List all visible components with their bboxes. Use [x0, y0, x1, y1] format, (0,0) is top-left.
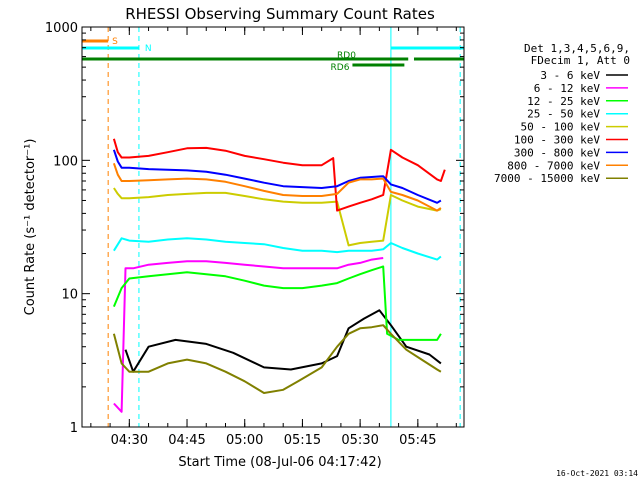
legend: Det 1,3,4,5,6,9, FDecim 1, Att 0 3 - 6 k… [494, 42, 630, 185]
y-axis-label: Count Rate (s⁻¹ detector⁻¹) [23, 139, 38, 316]
x-tick-label: 05:00 [226, 433, 263, 448]
flag-label: RD6 [331, 63, 350, 73]
axes: 04:30 04:45 05:00 05:15 05:30 05:45 1 10 100 1000 [45, 21, 464, 448]
plot-frame [81, 26, 465, 428]
series-line [124, 309, 442, 373]
legend-header: FDecim 1, Att 0 [531, 54, 630, 67]
series-line [113, 257, 384, 413]
chart-title: RHESSI Observing Summary Count Rates [125, 5, 435, 23]
flag-label: RD0 [337, 51, 356, 61]
legend-label: 50 - 100 keV [521, 121, 601, 134]
x-tick-label: 04:45 [168, 433, 205, 448]
legend-label: 800 - 7000 keV [507, 159, 600, 172]
y-tick-label: 10 [61, 288, 78, 303]
x-tick-label: 05:45 [399, 433, 436, 448]
legend-label: 7000 - 15000 keV [494, 172, 600, 185]
flag-label: S [112, 37, 118, 47]
plot-area: S N RD0 RD6 [82, 27, 464, 427]
legend-label: 25 - 50 keV [527, 108, 600, 121]
y-tick-label: 1 [70, 421, 78, 436]
x-tick-label: 04:30 [111, 433, 148, 448]
y-tick-label: 1000 [45, 21, 78, 36]
series-line [112, 149, 442, 204]
legend-label: 3 - 6 keV [540, 69, 600, 82]
series-line [113, 187, 442, 247]
series-line [112, 265, 442, 341]
x-tick-label: 05:30 [341, 433, 378, 448]
legend-label: 100 - 300 keV [514, 134, 600, 147]
series-line [113, 237, 442, 261]
series-line [112, 162, 442, 212]
y-tick-label: 100 [53, 154, 78, 169]
flag-label: N [145, 44, 152, 54]
x-axis-label: Start Time (08-Jul-06 04:17:42) [178, 455, 381, 470]
x-tick-label: 05:15 [284, 433, 321, 448]
legend-label: 300 - 800 keV [514, 146, 600, 159]
legend-header: Det 1,3,4,5,6,9, [524, 42, 630, 55]
series-line [112, 324, 442, 394]
footer-timestamp: 16-Oct-2021 03:14 [556, 469, 638, 478]
legend-label: 12 - 25 keV [527, 95, 600, 108]
legend-label: 6 - 12 keV [534, 82, 601, 95]
series-line [112, 138, 446, 212]
